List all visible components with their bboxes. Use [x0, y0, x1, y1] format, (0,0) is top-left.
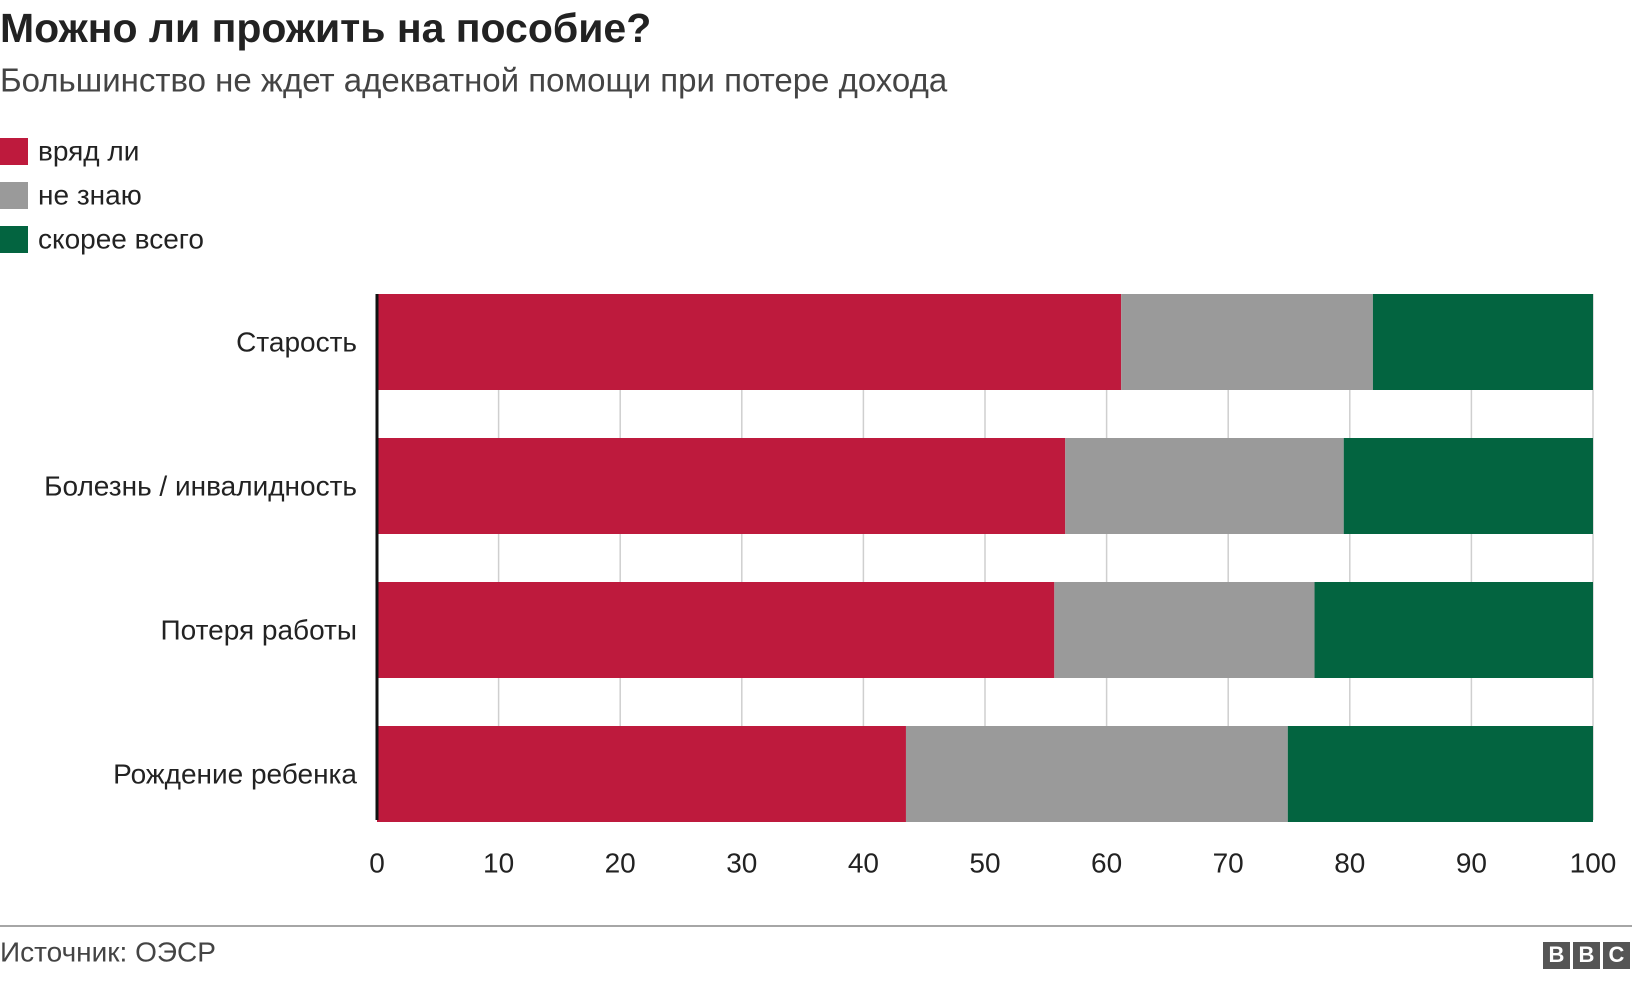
x-tick-label: 20 [605, 847, 636, 878]
logo-letter: C [1609, 942, 1625, 967]
bar-segment [1065, 438, 1344, 534]
y-tick-label: Потеря работы [161, 614, 357, 645]
legend-label: скорее всего [38, 223, 204, 254]
bar-segment [1372, 294, 1593, 390]
bar-segment [905, 726, 1288, 822]
x-tick-label: 80 [1334, 847, 1365, 878]
x-tick-label: 100 [1570, 847, 1617, 878]
y-tick-label: Болезнь / инвалидность [44, 470, 357, 501]
bar-segment [1121, 294, 1373, 390]
logo-letter: B [1549, 942, 1565, 967]
x-tick-label: 90 [1456, 847, 1487, 878]
legend-label: вряд ли [38, 135, 139, 166]
x-tick-label: 0 [369, 847, 385, 878]
bar-segment [1343, 438, 1593, 534]
x-tick-label: 30 [726, 847, 757, 878]
legend-swatch [0, 226, 28, 253]
legend-swatch [0, 138, 28, 165]
x-tick-label: 60 [1091, 847, 1122, 878]
y-tick-label: Рождение ребенка [113, 758, 357, 789]
chart-subtitle: Большинство не ждет адекватной помощи пр… [0, 62, 948, 99]
legend-label: не знаю [38, 179, 142, 210]
y-tick-label: Старость [236, 326, 357, 357]
bar-segment [377, 294, 1122, 390]
x-tick-label: 10 [483, 847, 514, 878]
bar-segment [1287, 726, 1593, 822]
x-tick-label: 70 [1213, 847, 1244, 878]
bar-segment [1054, 582, 1315, 678]
logo-box [1543, 942, 1570, 969]
x-tick-label: 50 [969, 847, 1000, 878]
logo-letter: B [1579, 942, 1595, 967]
source: Источник: ОЭСР [0, 936, 216, 967]
bar-segment [377, 438, 1066, 534]
chart-title: Можно ли прожить на пособие? [0, 5, 651, 51]
bar-segment [1314, 582, 1593, 678]
x-tick-label: 40 [848, 847, 879, 878]
bar-segment [377, 582, 1055, 678]
logo-box [1573, 942, 1600, 969]
legend-swatch [0, 182, 28, 209]
logo-box [1603, 942, 1630, 969]
bar-segment [377, 726, 906, 822]
